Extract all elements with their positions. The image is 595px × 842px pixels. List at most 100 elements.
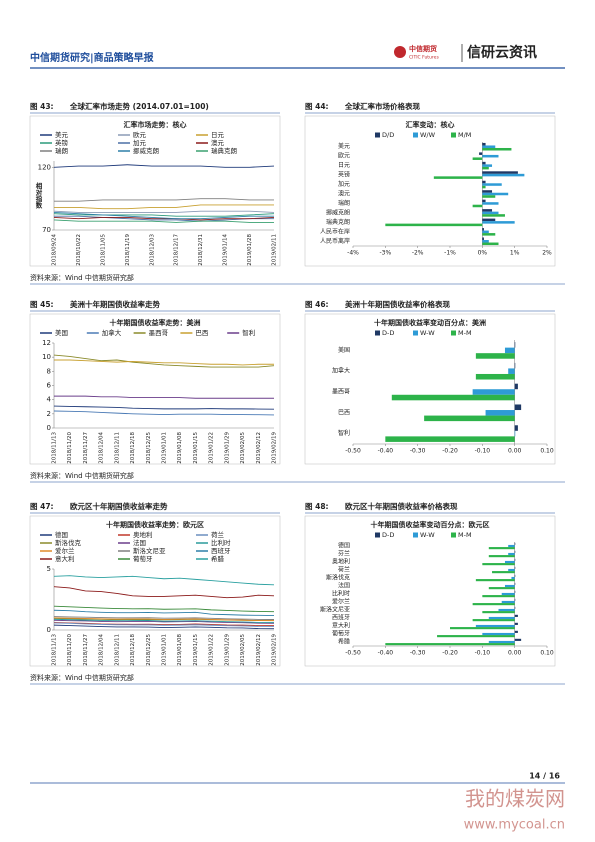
x-tick-label: 2019/01/29 bbox=[224, 432, 230, 464]
series-line bbox=[53, 609, 275, 617]
bar bbox=[488, 547, 515, 550]
bar bbox=[488, 640, 515, 644]
bar bbox=[482, 211, 499, 215]
chart-frame bbox=[304, 313, 556, 465]
figure-number: 图 48: bbox=[305, 502, 329, 511]
y-tick-label: 120 bbox=[38, 163, 51, 171]
y-tick-label: 8 bbox=[47, 367, 51, 375]
category-label: 日元 bbox=[338, 162, 350, 169]
category-label: 意大利 bbox=[332, 622, 350, 630]
bar bbox=[472, 157, 483, 160]
bar bbox=[482, 237, 484, 241]
figure-number: 图 47: bbox=[30, 502, 54, 511]
bar bbox=[504, 584, 515, 588]
x-tick-label: 2019/02/19 bbox=[272, 432, 278, 464]
x-tick-label: 2019/02/19 bbox=[272, 634, 278, 666]
chart-title: 汇率市场走势：核心 bbox=[124, 120, 187, 129]
chart-title: 十年期国债收益率走势：欧元区 bbox=[106, 520, 204, 529]
bar bbox=[475, 353, 515, 359]
figure-caption: 欧元区十年期国债收益率价格表现 bbox=[345, 501, 458, 511]
category-label: 斯洛伐克 bbox=[326, 574, 350, 582]
bar bbox=[514, 383, 518, 390]
chart-frame bbox=[304, 115, 556, 267]
category-label: 巴西 bbox=[338, 409, 350, 416]
bar bbox=[508, 568, 515, 572]
chart-title: 十年期国债收益率走势：美洲 bbox=[110, 318, 201, 327]
legend-label: 德国 bbox=[55, 530, 68, 539]
figure-number: 图 45: bbox=[30, 300, 54, 309]
x-tick-label: 0% bbox=[478, 250, 488, 257]
figure-caption: 全球汇率市场走势 (2014.07.01=100) bbox=[69, 101, 209, 111]
category-label: 墨西哥 bbox=[332, 389, 350, 396]
bar bbox=[501, 600, 515, 604]
y-tick-label: 4 bbox=[47, 396, 52, 404]
category-label: 荷兰 bbox=[338, 566, 350, 574]
x-tick-label: 2019/01/08 bbox=[177, 634, 183, 666]
y-tick-label: 70 bbox=[42, 226, 51, 234]
bar bbox=[385, 643, 515, 646]
series-line bbox=[53, 354, 275, 368]
y-tick-label: 0 bbox=[47, 626, 51, 634]
bar bbox=[482, 185, 486, 189]
legend-swatch bbox=[375, 132, 380, 138]
legend-swatch bbox=[413, 330, 418, 336]
chart-title: 汇率变动：核心 bbox=[406, 120, 455, 129]
bar bbox=[514, 630, 518, 633]
legend-swatch bbox=[451, 532, 456, 538]
series-line bbox=[53, 617, 275, 622]
bar bbox=[488, 587, 515, 590]
category-label: 智利 bbox=[338, 429, 350, 437]
figure-number: 图 46: bbox=[305, 300, 329, 309]
legend-swatch bbox=[451, 330, 456, 336]
source-note: 资料来源：Wind 中信期货研究部 bbox=[30, 471, 134, 480]
bar bbox=[511, 576, 515, 580]
x-tick-label: 2018/12/18 bbox=[130, 634, 136, 666]
series-line bbox=[53, 410, 275, 416]
legend-label: 日元 bbox=[211, 131, 225, 139]
x-tick-label: 2018/11/13 bbox=[52, 432, 58, 464]
x-tick-label: -1% bbox=[444, 250, 456, 257]
x-tick-label: 2018/12/31 bbox=[198, 234, 204, 266]
bar bbox=[492, 571, 515, 574]
category-label: 欧元 bbox=[338, 152, 350, 160]
x-tick-label: 2019/02/11 bbox=[272, 234, 278, 266]
bar bbox=[485, 410, 515, 416]
bar bbox=[508, 552, 515, 556]
y-tick-label: 0 bbox=[47, 424, 51, 432]
x-tick-label: 2018/12/11 bbox=[114, 634, 120, 666]
chart-frame bbox=[29, 515, 281, 667]
bar bbox=[482, 164, 493, 167]
source-note: 资料来源：Wind 中信期货研究部 bbox=[30, 273, 134, 282]
bar bbox=[514, 566, 516, 569]
legend-label: 荷兰 bbox=[211, 530, 225, 539]
category-label: 希腊 bbox=[338, 638, 350, 646]
series-line bbox=[53, 624, 275, 630]
series-line bbox=[53, 211, 274, 220]
x-tick-label: 0.00 bbox=[508, 650, 522, 657]
y-axis-label: 相对指数 bbox=[34, 181, 42, 210]
series-line bbox=[53, 210, 275, 213]
category-label: 爱尔兰 bbox=[332, 598, 350, 606]
watermark-url: www.mycoal.cn bbox=[464, 818, 565, 833]
category-label: 比利时 bbox=[332, 590, 350, 598]
category-label: 芬兰 bbox=[338, 550, 350, 558]
legend-label: W-W bbox=[420, 329, 435, 337]
bar bbox=[482, 147, 512, 151]
brand: 信研云资讯 bbox=[467, 44, 537, 61]
bar bbox=[482, 218, 496, 222]
x-tick-label: -0.50 bbox=[345, 448, 361, 455]
bar bbox=[482, 173, 525, 177]
bar bbox=[482, 230, 489, 234]
legend-label: 西班牙 bbox=[211, 546, 231, 555]
legend-label: 瑞朗 bbox=[55, 146, 68, 155]
bar bbox=[482, 214, 505, 217]
legend-label: 澳元 bbox=[211, 138, 225, 147]
bar bbox=[501, 592, 515, 596]
logo-icon bbox=[394, 46, 406, 58]
x-tick-label: 0.10 bbox=[540, 650, 554, 657]
bar bbox=[482, 595, 515, 598]
x-tick-label: 2018/11/13 bbox=[52, 634, 58, 666]
bar bbox=[482, 195, 496, 198]
x-tick-label: 2018/11/19 bbox=[125, 234, 131, 266]
